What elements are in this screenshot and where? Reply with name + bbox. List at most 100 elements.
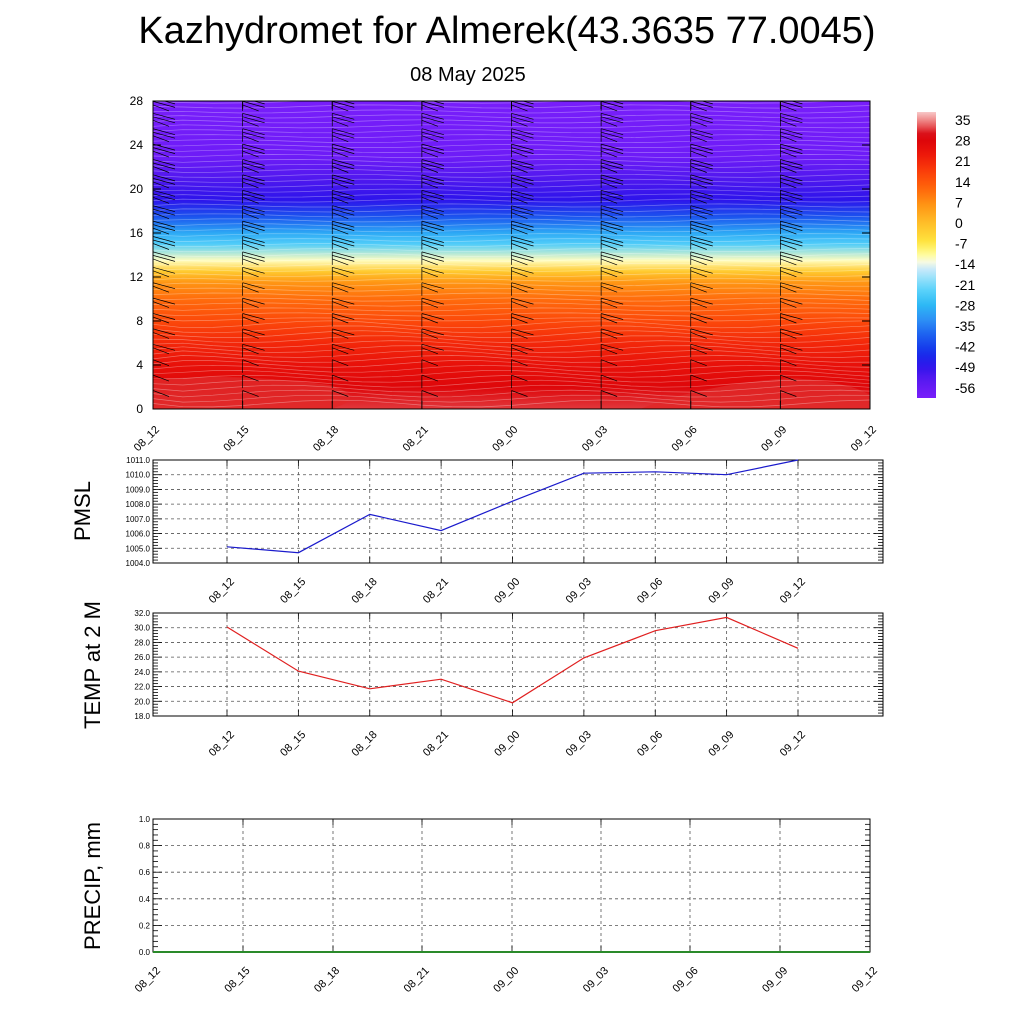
wind-barb-flag xyxy=(601,119,618,127)
x-tick-label: 08_15 xyxy=(221,424,251,454)
wind-barb-flag xyxy=(511,119,528,127)
wind-barb-flag xyxy=(332,159,355,166)
precip-grid xyxy=(153,819,870,952)
wind-barb xyxy=(511,328,534,342)
wind-barb xyxy=(153,128,176,143)
wind-barb-flag xyxy=(153,166,170,173)
wind-barb-flag xyxy=(332,112,355,120)
wind-barb xyxy=(242,174,265,189)
wind-barb-flag xyxy=(601,131,624,139)
wind-barb xyxy=(780,266,803,281)
wind-barb xyxy=(511,374,528,389)
colorbar-label: 28 xyxy=(955,133,971,149)
wind-barb-flag xyxy=(421,224,444,231)
wind-barb-flag xyxy=(690,313,713,320)
wind-barb-flag xyxy=(421,131,444,139)
wind-barb-flag xyxy=(332,174,355,182)
wind-barb xyxy=(511,112,534,127)
wind-barb-flag xyxy=(601,193,624,201)
wind-barb xyxy=(780,313,803,327)
wind-barb-flag xyxy=(780,181,797,189)
wind-barb-flag xyxy=(421,374,438,382)
wind-barb-flag xyxy=(601,189,624,197)
x-tick-label: 09_09 xyxy=(759,424,789,454)
wind-barb xyxy=(780,189,803,204)
wind-barb-flag xyxy=(242,343,265,351)
wind-barb-flag xyxy=(511,166,528,173)
wind-barb-flag xyxy=(163,101,176,105)
wind-barb-flag xyxy=(511,297,534,305)
wind-barb-flag xyxy=(153,181,170,189)
wind-barb-flag xyxy=(690,150,707,158)
wind-barb xyxy=(869,313,870,327)
wind-barb xyxy=(780,128,803,143)
wind-barb-flag xyxy=(153,174,176,182)
wind-barb-flag xyxy=(780,224,803,231)
wind-barb xyxy=(600,359,618,373)
wind-barb-flag xyxy=(601,313,624,320)
wind-barb xyxy=(153,112,176,127)
x-tick-label: 08_21 xyxy=(421,576,451,606)
wind-barb-flag xyxy=(511,347,528,355)
wind-barb-flag xyxy=(511,104,528,112)
wind-barb-flag xyxy=(332,236,355,243)
wind-barb xyxy=(331,328,355,342)
wind-barb-flag xyxy=(601,374,618,382)
pmsl-grid xyxy=(153,460,883,563)
wind-barb-flag xyxy=(511,251,534,259)
wind-barb-flag xyxy=(242,181,259,189)
x-tick-label: 09_00 xyxy=(490,424,520,454)
wind-barb xyxy=(421,236,444,250)
wind-barb-flag xyxy=(869,328,870,330)
wind-barb xyxy=(511,220,534,235)
wind-barb-flag xyxy=(332,266,355,274)
y-tick-label: 0.6 xyxy=(139,868,151,877)
wind-barb-flag xyxy=(242,104,259,112)
wind-barb-flag xyxy=(153,255,176,262)
y-tick-label: 1.0 xyxy=(139,815,151,824)
wind-barb-flag xyxy=(421,227,438,235)
wind-barb-flag xyxy=(332,316,349,324)
wind-barb-flag xyxy=(690,119,707,127)
wind-barb-flag xyxy=(511,112,534,120)
wind-barb-flag xyxy=(511,270,528,278)
y-tick-label: 16 xyxy=(130,226,144,240)
wind-barb xyxy=(600,282,624,296)
x-tick-label: 09_00 xyxy=(492,729,522,759)
wind-barb xyxy=(690,112,713,127)
wind-barb-flag xyxy=(511,174,534,182)
wind-barb xyxy=(511,266,534,281)
wind-barb-flag xyxy=(690,174,713,182)
wind-barb xyxy=(331,189,355,204)
wind-barb-flag xyxy=(153,159,176,166)
wind-barb-flag xyxy=(511,220,534,228)
wind-barb xyxy=(690,236,713,250)
wind-barb xyxy=(869,113,870,127)
wind-barb xyxy=(511,343,534,358)
wind-barb-flag xyxy=(242,193,265,201)
temp-panel: 18.0 20.0 22.0 24.0 26.0 28.0 30.0 32.0 08_12 08_… xyxy=(80,601,884,759)
x-tick-label: 09_09 xyxy=(706,729,736,759)
wind-barb xyxy=(153,174,176,189)
wind-barb-flag xyxy=(690,285,707,293)
wind-barb-flag xyxy=(242,101,265,108)
wind-barb-flag xyxy=(869,240,870,241)
wind-barb-flag xyxy=(780,135,797,143)
wind-barb-flag xyxy=(421,258,438,266)
wind-barb-flag xyxy=(869,104,870,106)
wind-barb-flag xyxy=(421,128,444,136)
wind-barb-flag xyxy=(153,374,170,382)
wind-barb-flag xyxy=(332,258,349,266)
wind-barb xyxy=(780,112,803,127)
chart-title: Kazhydromet for Almerek(43.3635 77.0045) xyxy=(138,10,876,52)
temp-frame xyxy=(152,612,884,717)
wind-barb-flag xyxy=(332,162,355,170)
wind-barb-flag xyxy=(601,328,624,336)
wind-barb-flag xyxy=(511,285,528,293)
wind-barb xyxy=(242,128,265,143)
wind-barb-flag xyxy=(332,227,349,235)
wind-barb xyxy=(331,251,355,266)
wind-barb xyxy=(421,128,444,143)
wind-barb-flag xyxy=(601,159,624,166)
wind-barb-flag xyxy=(242,227,259,235)
